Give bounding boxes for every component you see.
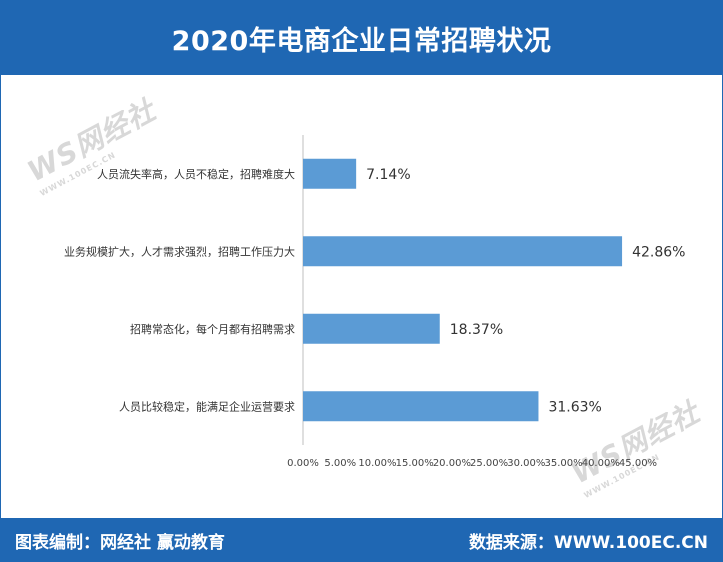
x-tick-label: 45.00%: [619, 458, 657, 469]
x-tick-label: 20.00%: [433, 458, 471, 469]
bar: [303, 391, 539, 422]
data-label: 31.63%: [548, 399, 601, 415]
footer-source: 数据来源：WWW.100EC.CN: [468, 532, 708, 553]
x-tick-label: 40.00%: [582, 458, 620, 469]
x-tick-label: 35.00%: [544, 458, 582, 469]
category-label: 招聘常态化，每个月都有招聘需求: [130, 322, 295, 336]
x-tick-label: 25.00%: [470, 458, 508, 469]
chart-title: 2020年电商企业日常招聘状况: [171, 25, 552, 57]
bar: [303, 158, 357, 189]
data-label: 42.86%: [632, 244, 685, 260]
footer-band: 图表编制：网经社 赢动教育 数据来源：WWW.100EC.CN: [1, 518, 722, 562]
x-tick-label: 0.00%: [287, 458, 319, 469]
bar: [303, 313, 440, 344]
title-band: 2020年电商企业日常招聘状况: [1, 1, 722, 75]
x-tick-label: 30.00%: [507, 458, 545, 469]
x-tick-label: 15.00%: [396, 458, 434, 469]
footer-credit: 图表编制：网经社 赢动教育: [15, 532, 225, 553]
x-tick-label: 5.00%: [324, 458, 356, 469]
data-label: 7.14%: [366, 167, 410, 183]
bar: [303, 236, 623, 267]
category-label: 人员比较稳定，能满足企业运营要求: [119, 399, 295, 413]
data-label: 18.37%: [450, 322, 503, 338]
category-label: 业务规模扩大，人才需求强烈，招聘工作压力大: [64, 244, 295, 258]
x-tick-label: 10.00%: [358, 458, 396, 469]
bar-chart: 人员流失率高，人员不稳定，招聘难度大 7.14% 业务规模扩大，人才需求强烈，招聘工…: [64, 135, 685, 469]
category-label: 人员流失率高，人员不稳定，招聘难度大: [97, 167, 295, 181]
